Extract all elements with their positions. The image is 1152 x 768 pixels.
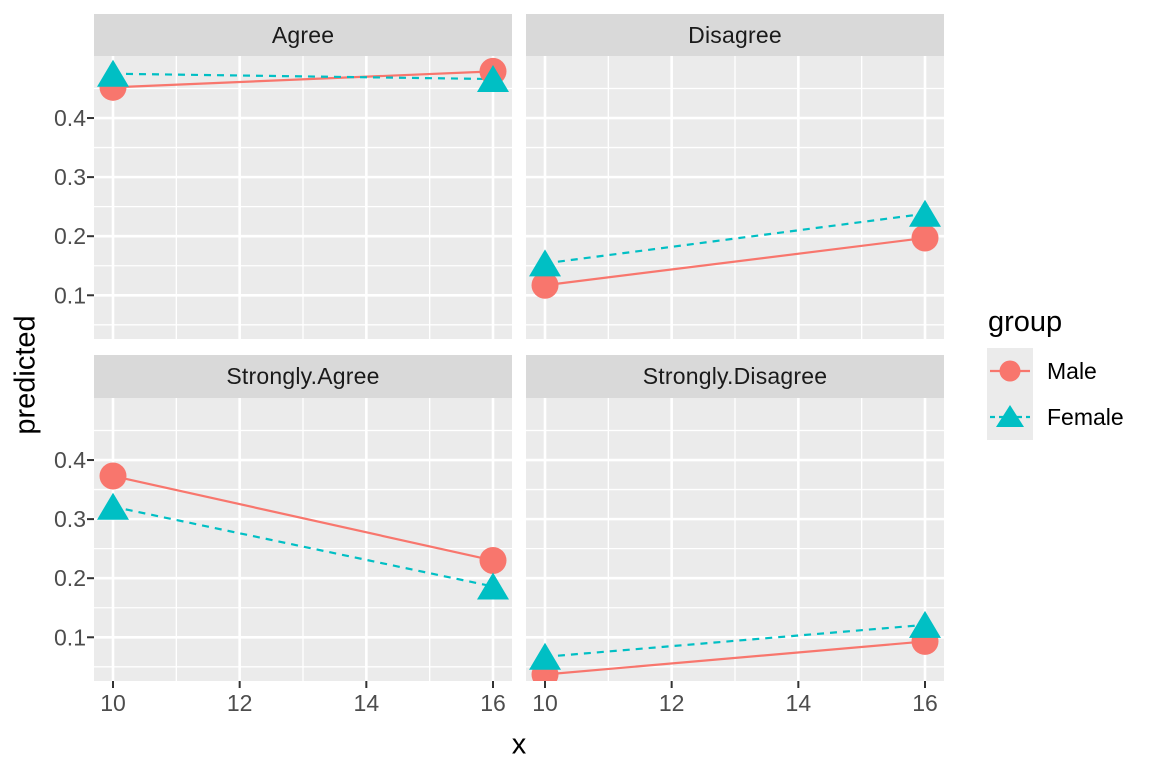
y-tick-label: 0.2 <box>54 565 86 591</box>
x-tick-label: 16 <box>480 690 506 716</box>
legend-label-male: Male <box>1047 357 1097 384</box>
data-point-female <box>477 572 509 600</box>
series-line-female <box>112 72 494 81</box>
y-tick-label: 0.3 <box>54 506 86 532</box>
series-line-male <box>112 474 494 562</box>
legend-key-female <box>987 394 1033 440</box>
series-line-male <box>112 70 494 89</box>
series-line-female <box>544 623 926 658</box>
series-line-male <box>544 640 926 676</box>
x-tick-label: 16 <box>912 690 938 716</box>
legend: group Male Female <box>987 306 1124 440</box>
legend-title: group <box>988 306 1063 338</box>
data-point-male <box>479 546 507 574</box>
y-axis-title: predicted <box>9 315 42 435</box>
x-tick-label: 14 <box>354 690 380 716</box>
facet-strip-disagree: Disagree <box>526 14 944 56</box>
y-tick-label: 0.1 <box>54 282 86 308</box>
y-tick-label: 0.2 <box>54 223 86 249</box>
legend-label-female: Female <box>1047 403 1124 430</box>
panel-data-2 <box>97 462 509 600</box>
data-point-female <box>97 492 129 520</box>
facet-strip-strongly-agree: Strongly.Agree <box>94 355 512 398</box>
legend-key-glyph-female <box>990 405 1030 427</box>
facet-strip-agree: Agree <box>94 14 512 56</box>
x-tick-label: 12 <box>227 690 253 716</box>
legend-item-female: Female <box>987 394 1124 440</box>
legend-triangle-icon <box>996 405 1024 427</box>
y-tick-label: 0.4 <box>54 447 86 473</box>
data-point-female <box>477 65 509 93</box>
y-tick-label: 0.3 <box>54 164 86 190</box>
data-point-female <box>909 199 941 227</box>
y-tick-label: 0.1 <box>54 624 86 650</box>
data-point-female <box>529 642 561 670</box>
panel-data-0 <box>97 57 509 101</box>
series-line-male <box>544 236 926 287</box>
panel-data-3 <box>529 610 941 681</box>
x-axis-title: x <box>511 728 527 761</box>
data-point-female <box>97 59 129 87</box>
x-tick-label: 10 <box>100 690 126 716</box>
y-tick-label: 0.4 <box>54 105 86 131</box>
data-point-male <box>531 271 559 299</box>
data-point-male <box>911 224 939 252</box>
legend-item-male: Male <box>987 348 1124 394</box>
data-point-female <box>529 249 561 277</box>
facet-strip-strongly-disagree: Strongly.Disagree <box>526 355 944 398</box>
legend-circle-icon <box>999 360 1021 382</box>
panel-data-1 <box>529 199 941 299</box>
legend-key-glyph-male <box>990 360 1030 382</box>
data-point-female <box>909 610 941 638</box>
x-tick-label: 14 <box>786 690 812 716</box>
x-tick-label: 12 <box>659 690 685 716</box>
data-point-male <box>99 462 127 490</box>
x-tick-label: 10 <box>532 690 558 716</box>
legend-key-male <box>987 348 1033 394</box>
